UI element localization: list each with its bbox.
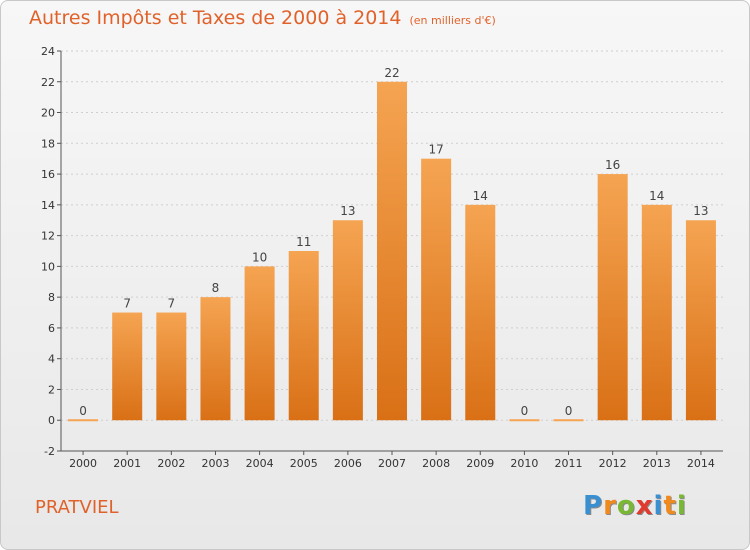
y-tick-label: 16 [41,168,55,181]
value-label-2008: 17 [428,143,443,157]
bar-2005 [288,251,319,421]
x-tick-label-2013: 2013 [643,457,671,470]
x-tick-label-2002: 2002 [157,457,185,470]
value-label-2005: 11 [296,235,311,249]
y-tick-label: 6 [48,322,55,335]
y-tick-label: 22 [41,76,55,89]
value-label-2000: 0 [79,404,87,418]
bar-2009 [465,204,496,421]
x-tick-label-2012: 2012 [599,457,627,470]
value-label-2011: 0 [565,404,573,418]
bar-2003 [200,297,231,421]
y-tick-label: 2 [48,383,55,396]
value-label-2009: 14 [473,189,488,203]
bar-2014 [685,220,716,421]
x-tick-label-2009: 2009 [466,457,494,470]
value-label-2003: 8 [212,281,220,295]
chart-subtitle: (en milliers d'€) [409,14,496,27]
value-label-2013: 14 [649,189,664,203]
value-label-2007: 22 [384,66,399,80]
value-label-2014: 13 [693,204,708,218]
chart-title: Autres Impôts et Taxes de 2000 à 2014 (en… [29,7,496,29]
proxiti-logo[interactable]: Proxiti [583,491,687,521]
bar-2006 [332,220,363,421]
x-tick-label-2014: 2014 [687,457,715,470]
bar-2008 [421,158,452,421]
y-tick-label: 18 [41,137,55,150]
x-tick-label-2003: 2003 [201,457,229,470]
bar-2007 [376,81,408,421]
x-tick-label-2005: 2005 [290,457,318,470]
x-tick-label-2007: 2007 [378,457,406,470]
bar-2001 [112,312,143,421]
x-tick-label-2001: 2001 [113,457,141,470]
x-tick-label-2004: 2004 [246,457,274,470]
logo-letter: x [635,491,654,521]
bar-2004 [244,266,275,421]
y-tick-label: 10 [41,260,55,273]
bar-2013 [641,204,672,421]
y-tick-label: 4 [48,353,55,366]
y-tick-label: 24 [41,45,55,58]
x-tick-label-2006: 2006 [334,457,362,470]
y-tick-label: 12 [41,230,55,243]
bar-2002 [156,312,187,421]
logo-letter: r [603,491,617,521]
chart-title-text: Autres Impôts et Taxes de 2000 à 2014 [29,7,402,29]
x-tick-label-2008: 2008 [422,457,450,470]
logo-letter: o [616,491,636,521]
value-label-2002: 7 [168,297,176,311]
value-label-2010: 0 [521,404,529,418]
bar-2012 [597,174,628,421]
x-tick-label-2000: 2000 [69,457,97,470]
logo-letter: i [653,491,664,521]
value-label-2004: 10 [252,250,267,264]
y-tick-label: 0 [48,414,55,427]
commune-name: PRATVIEL [35,497,119,518]
value-label-2006: 13 [340,204,355,218]
y-tick-label: 14 [41,199,55,212]
x-tick-label-2010: 2010 [510,457,538,470]
logo-letter: i [676,491,687,521]
y-tick-label: 8 [48,291,55,304]
y-tick-label: 20 [41,107,55,120]
y-tick-label: -2 [44,445,55,458]
x-tick-label-2011: 2011 [555,457,583,470]
value-label-2012: 16 [605,158,620,172]
logo-letter: t [663,491,677,521]
logo-letter: P [583,491,604,521]
value-label-2001: 7 [123,297,131,311]
